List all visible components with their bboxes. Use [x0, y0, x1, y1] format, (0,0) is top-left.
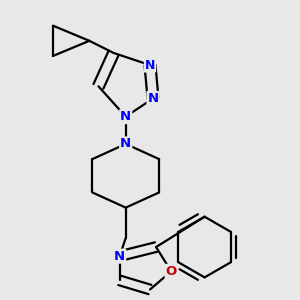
Text: N: N	[120, 110, 131, 123]
Text: N: N	[145, 58, 155, 72]
Text: N: N	[148, 92, 159, 105]
Text: N: N	[114, 250, 125, 263]
Text: N: N	[120, 137, 131, 150]
Text: O: O	[166, 265, 177, 278]
